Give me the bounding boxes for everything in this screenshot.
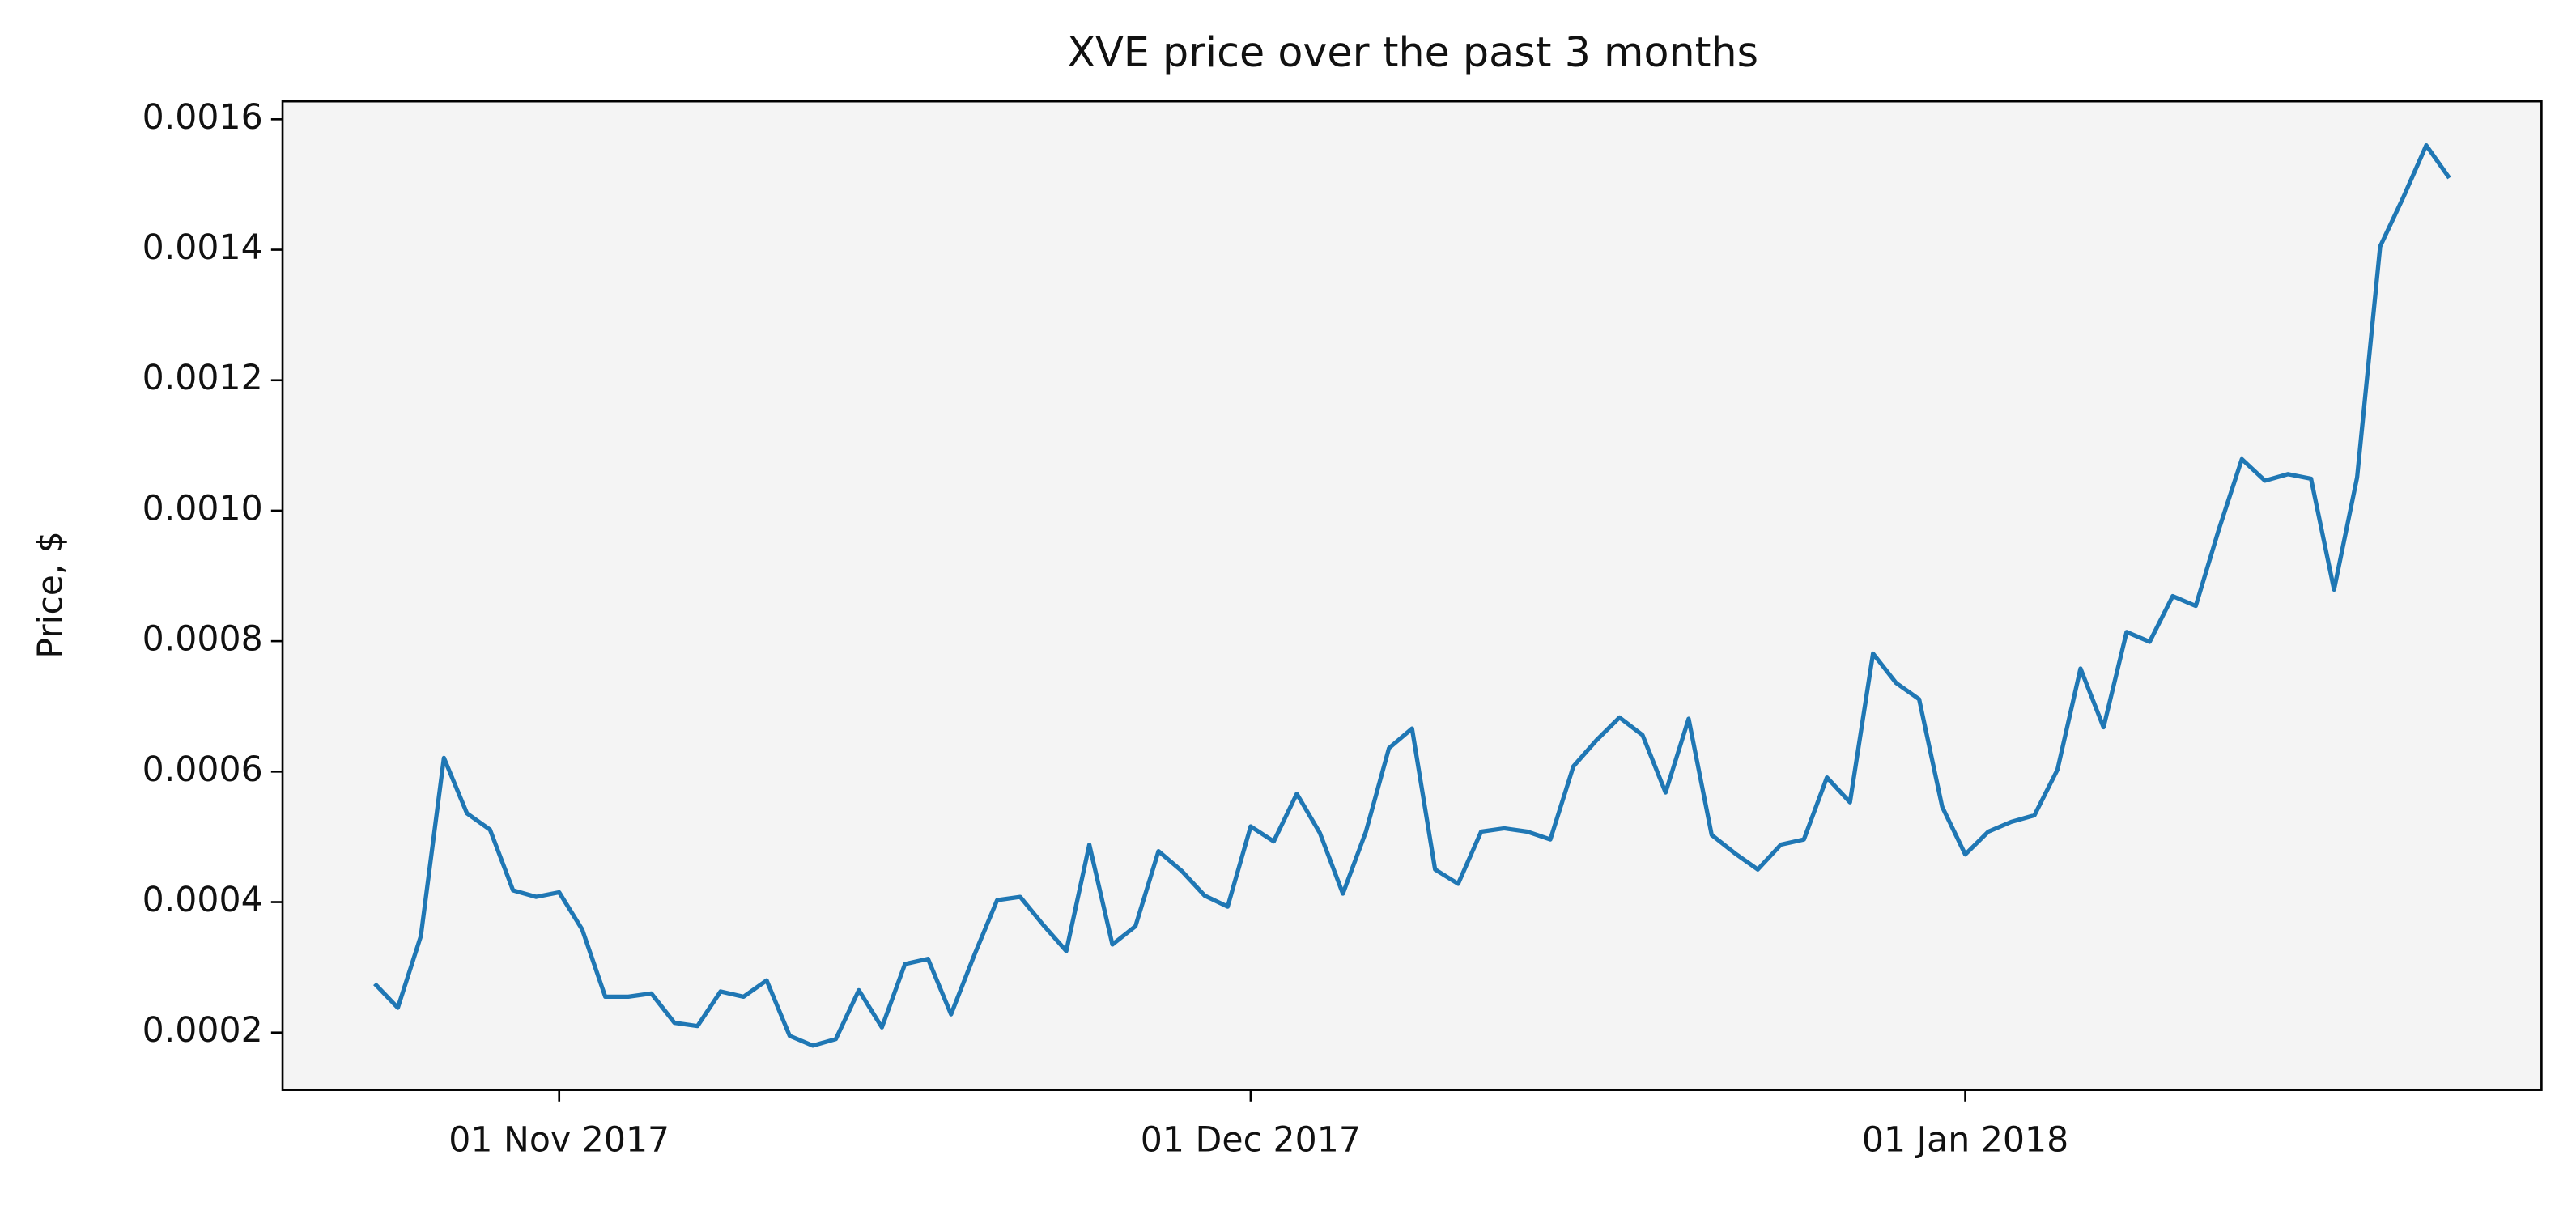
y-tick-label: 0.0010 xyxy=(142,490,263,529)
y-tick-label: 0.0006 xyxy=(142,750,263,790)
x-tick-label: 01 Jan 2018 xyxy=(1862,1121,2068,1161)
y-tick-label: 0.0012 xyxy=(142,359,263,398)
y-axis-label: Price, $ xyxy=(31,531,70,658)
y-tick-label: 0.0004 xyxy=(142,881,263,920)
x-tick-label: 01 Nov 2017 xyxy=(448,1121,670,1161)
price-line xyxy=(373,142,2451,1048)
y-tick-label: 0.0016 xyxy=(142,98,263,138)
plot-area xyxy=(283,101,2542,1090)
y-tick-label: 0.0002 xyxy=(142,1011,263,1051)
chart-title: XVE price over the past 3 months xyxy=(1067,28,1758,76)
y-tick-label: 0.0014 xyxy=(142,228,263,268)
y-tick-label: 0.0008 xyxy=(142,620,263,660)
plot-frame xyxy=(281,100,2543,1091)
x-tick-label: 01 Dec 2017 xyxy=(1141,1121,1361,1161)
